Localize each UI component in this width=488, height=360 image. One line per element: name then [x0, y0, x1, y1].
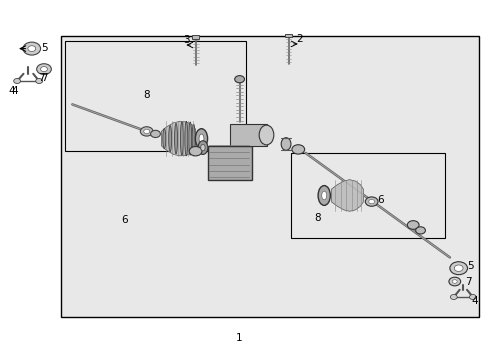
Circle shape [291, 145, 304, 154]
Bar [207, 146, 251, 180]
Text: 6: 6 [376, 195, 383, 205]
Ellipse shape [198, 141, 207, 154]
Circle shape [28, 46, 36, 51]
Ellipse shape [188, 122, 191, 155]
Text: 4: 4 [11, 86, 18, 96]
Circle shape [14, 78, 20, 84]
Ellipse shape [180, 122, 183, 155]
Polygon shape [331, 180, 363, 211]
Ellipse shape [281, 138, 290, 150]
Ellipse shape [259, 125, 273, 145]
Bar [192, 35, 199, 39]
Circle shape [407, 221, 418, 229]
Bar [61, 36, 478, 317]
Text: 3: 3 [183, 35, 190, 45]
Circle shape [368, 199, 374, 204]
Polygon shape [161, 121, 195, 156]
Circle shape [36, 78, 42, 84]
Circle shape [451, 280, 456, 283]
Circle shape [449, 294, 456, 300]
Circle shape [37, 64, 51, 75]
Bar [290, 153, 444, 238]
Ellipse shape [321, 191, 326, 200]
Text: 7: 7 [464, 276, 471, 287]
Circle shape [415, 227, 425, 234]
Circle shape [453, 265, 462, 271]
Bar [285, 34, 291, 37]
Circle shape [365, 197, 377, 206]
Ellipse shape [200, 144, 205, 151]
Circle shape [41, 67, 47, 72]
Text: 2: 2 [295, 33, 302, 44]
Bar [65, 41, 245, 151]
Circle shape [468, 294, 475, 300]
Circle shape [234, 76, 244, 83]
Bar [229, 124, 266, 146]
Text: 8: 8 [143, 90, 150, 100]
Ellipse shape [184, 121, 187, 156]
Circle shape [23, 42, 41, 55]
Circle shape [140, 127, 153, 136]
Text: 4: 4 [470, 296, 477, 306]
Text: 4: 4 [9, 86, 16, 96]
Ellipse shape [168, 126, 171, 152]
Text: 7: 7 [38, 73, 45, 84]
Ellipse shape [163, 129, 165, 149]
Ellipse shape [199, 134, 203, 143]
Text: 6: 6 [121, 215, 128, 225]
Text: 7: 7 [41, 73, 47, 84]
Text: 5: 5 [41, 42, 47, 53]
Text: 1: 1 [236, 333, 243, 343]
Ellipse shape [318, 186, 330, 205]
Circle shape [448, 277, 460, 286]
Circle shape [150, 130, 160, 138]
Circle shape [143, 129, 149, 134]
Ellipse shape [174, 123, 177, 154]
Circle shape [189, 147, 202, 156]
Ellipse shape [192, 124, 195, 153]
Text: 5: 5 [466, 261, 473, 271]
Ellipse shape [195, 129, 207, 149]
Text: 8: 8 [314, 213, 321, 223]
Circle shape [449, 262, 467, 275]
